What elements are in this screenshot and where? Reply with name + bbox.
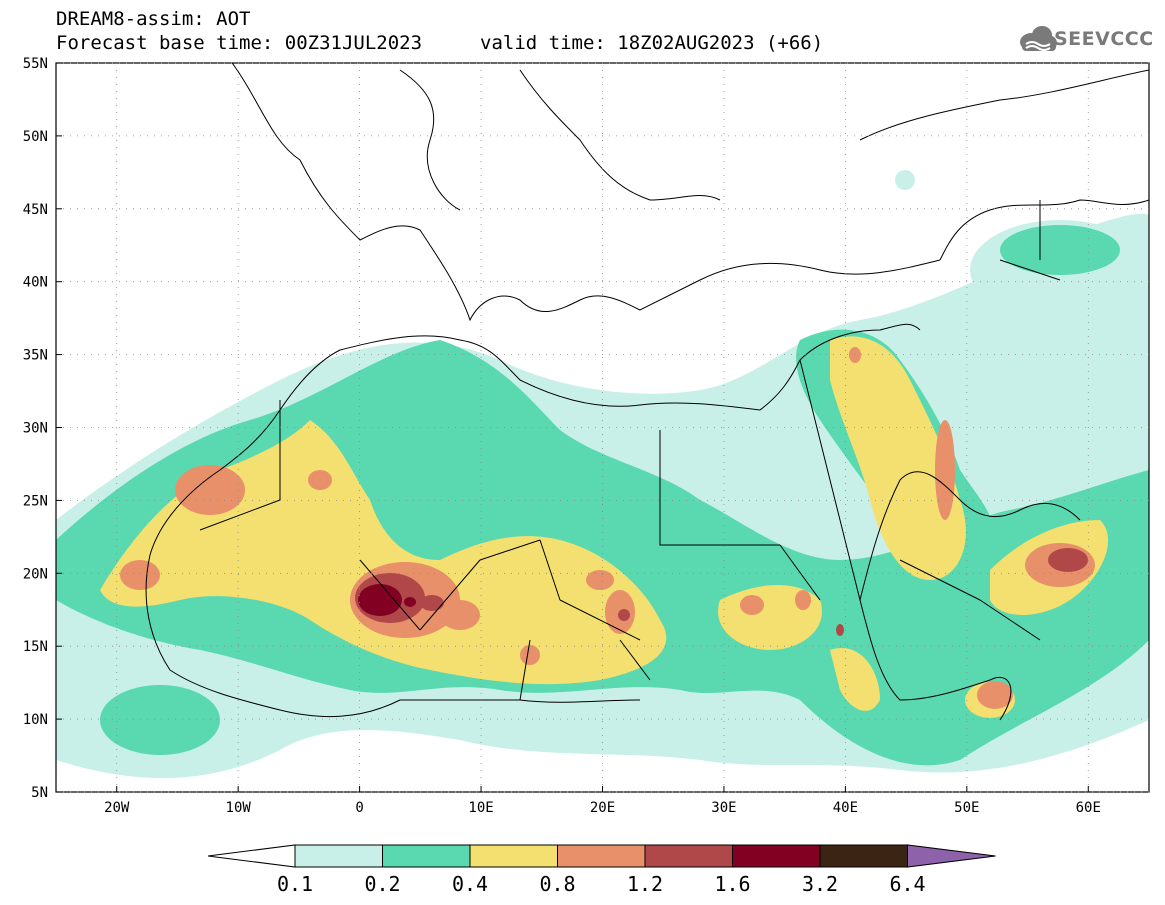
colorbar-label: 0.4 — [451, 872, 489, 896]
colorbar-under-triangle — [207, 844, 296, 868]
lon-label: 20E — [590, 800, 615, 816]
colorbar-label: 0.2 — [364, 872, 401, 896]
colorbar-label: 6.4 — [889, 872, 926, 896]
colorbar-label: 0.8 — [539, 872, 576, 896]
colorbar-label: 3.2 — [801, 872, 839, 896]
lat-label: 25N — [23, 493, 48, 509]
colorbar-segment — [382, 844, 471, 868]
lon-label: 20W — [104, 800, 130, 816]
lon-label: 10W — [226, 800, 252, 816]
map-title: DREAM8-assim: AOT — [56, 8, 251, 30]
colorbar-label: 1.2 — [626, 872, 664, 896]
aot-field — [56, 170, 1149, 779]
lat-label: 50N — [23, 129, 48, 145]
lat-label: 10N — [23, 712, 48, 728]
lat-label: 30N — [23, 421, 48, 437]
lat-label: 45N — [23, 202, 48, 218]
colorbar-segment — [469, 844, 558, 868]
forecast-base-time: Forecast base time: 00Z31JUL2023 — [56, 32, 423, 54]
colorbar-segment — [557, 844, 646, 868]
latitude-labels: 55N 50N 45N 40N 35N 30N 25N 20N 15N 10N 5N — [23, 56, 62, 801]
lat-label: 15N — [23, 639, 48, 655]
lon-label: 10E — [468, 800, 493, 816]
coastlines — [145, 63, 1149, 721]
lat-label: 20N — [23, 566, 48, 582]
colorbar-over-triangle — [907, 844, 996, 868]
colorbar-label: 0.1 — [276, 872, 314, 896]
seevccc-logo: SEEVCCC — [1054, 28, 1154, 50]
valid-time: valid time: 18Z02AUG2023 (+66) — [480, 32, 824, 54]
lat-label: 55N — [23, 56, 48, 72]
lat-label: 5N — [31, 785, 48, 801]
lat-label: 35N — [23, 348, 48, 364]
lon-label: 60E — [1076, 800, 1101, 816]
colorbar-segment — [819, 844, 908, 868]
lon-label: 40E — [833, 800, 858, 816]
colorbar-segment — [644, 844, 733, 868]
colorbar-label: 1.6 — [714, 872, 751, 896]
colorbar-segment — [294, 844, 383, 868]
lon-label: 50E — [954, 800, 979, 816]
colorbar-segment — [732, 844, 821, 868]
lon-label: 0 — [355, 800, 363, 816]
cloud-icon — [1020, 26, 1057, 51]
lat-label: 40N — [23, 275, 48, 291]
longitude-labels: 20W 10W 0 10E 20E 30E 40E 50E 60E — [104, 786, 1101, 816]
colorbar — [207, 844, 996, 868]
lon-label: 30E — [711, 800, 736, 816]
